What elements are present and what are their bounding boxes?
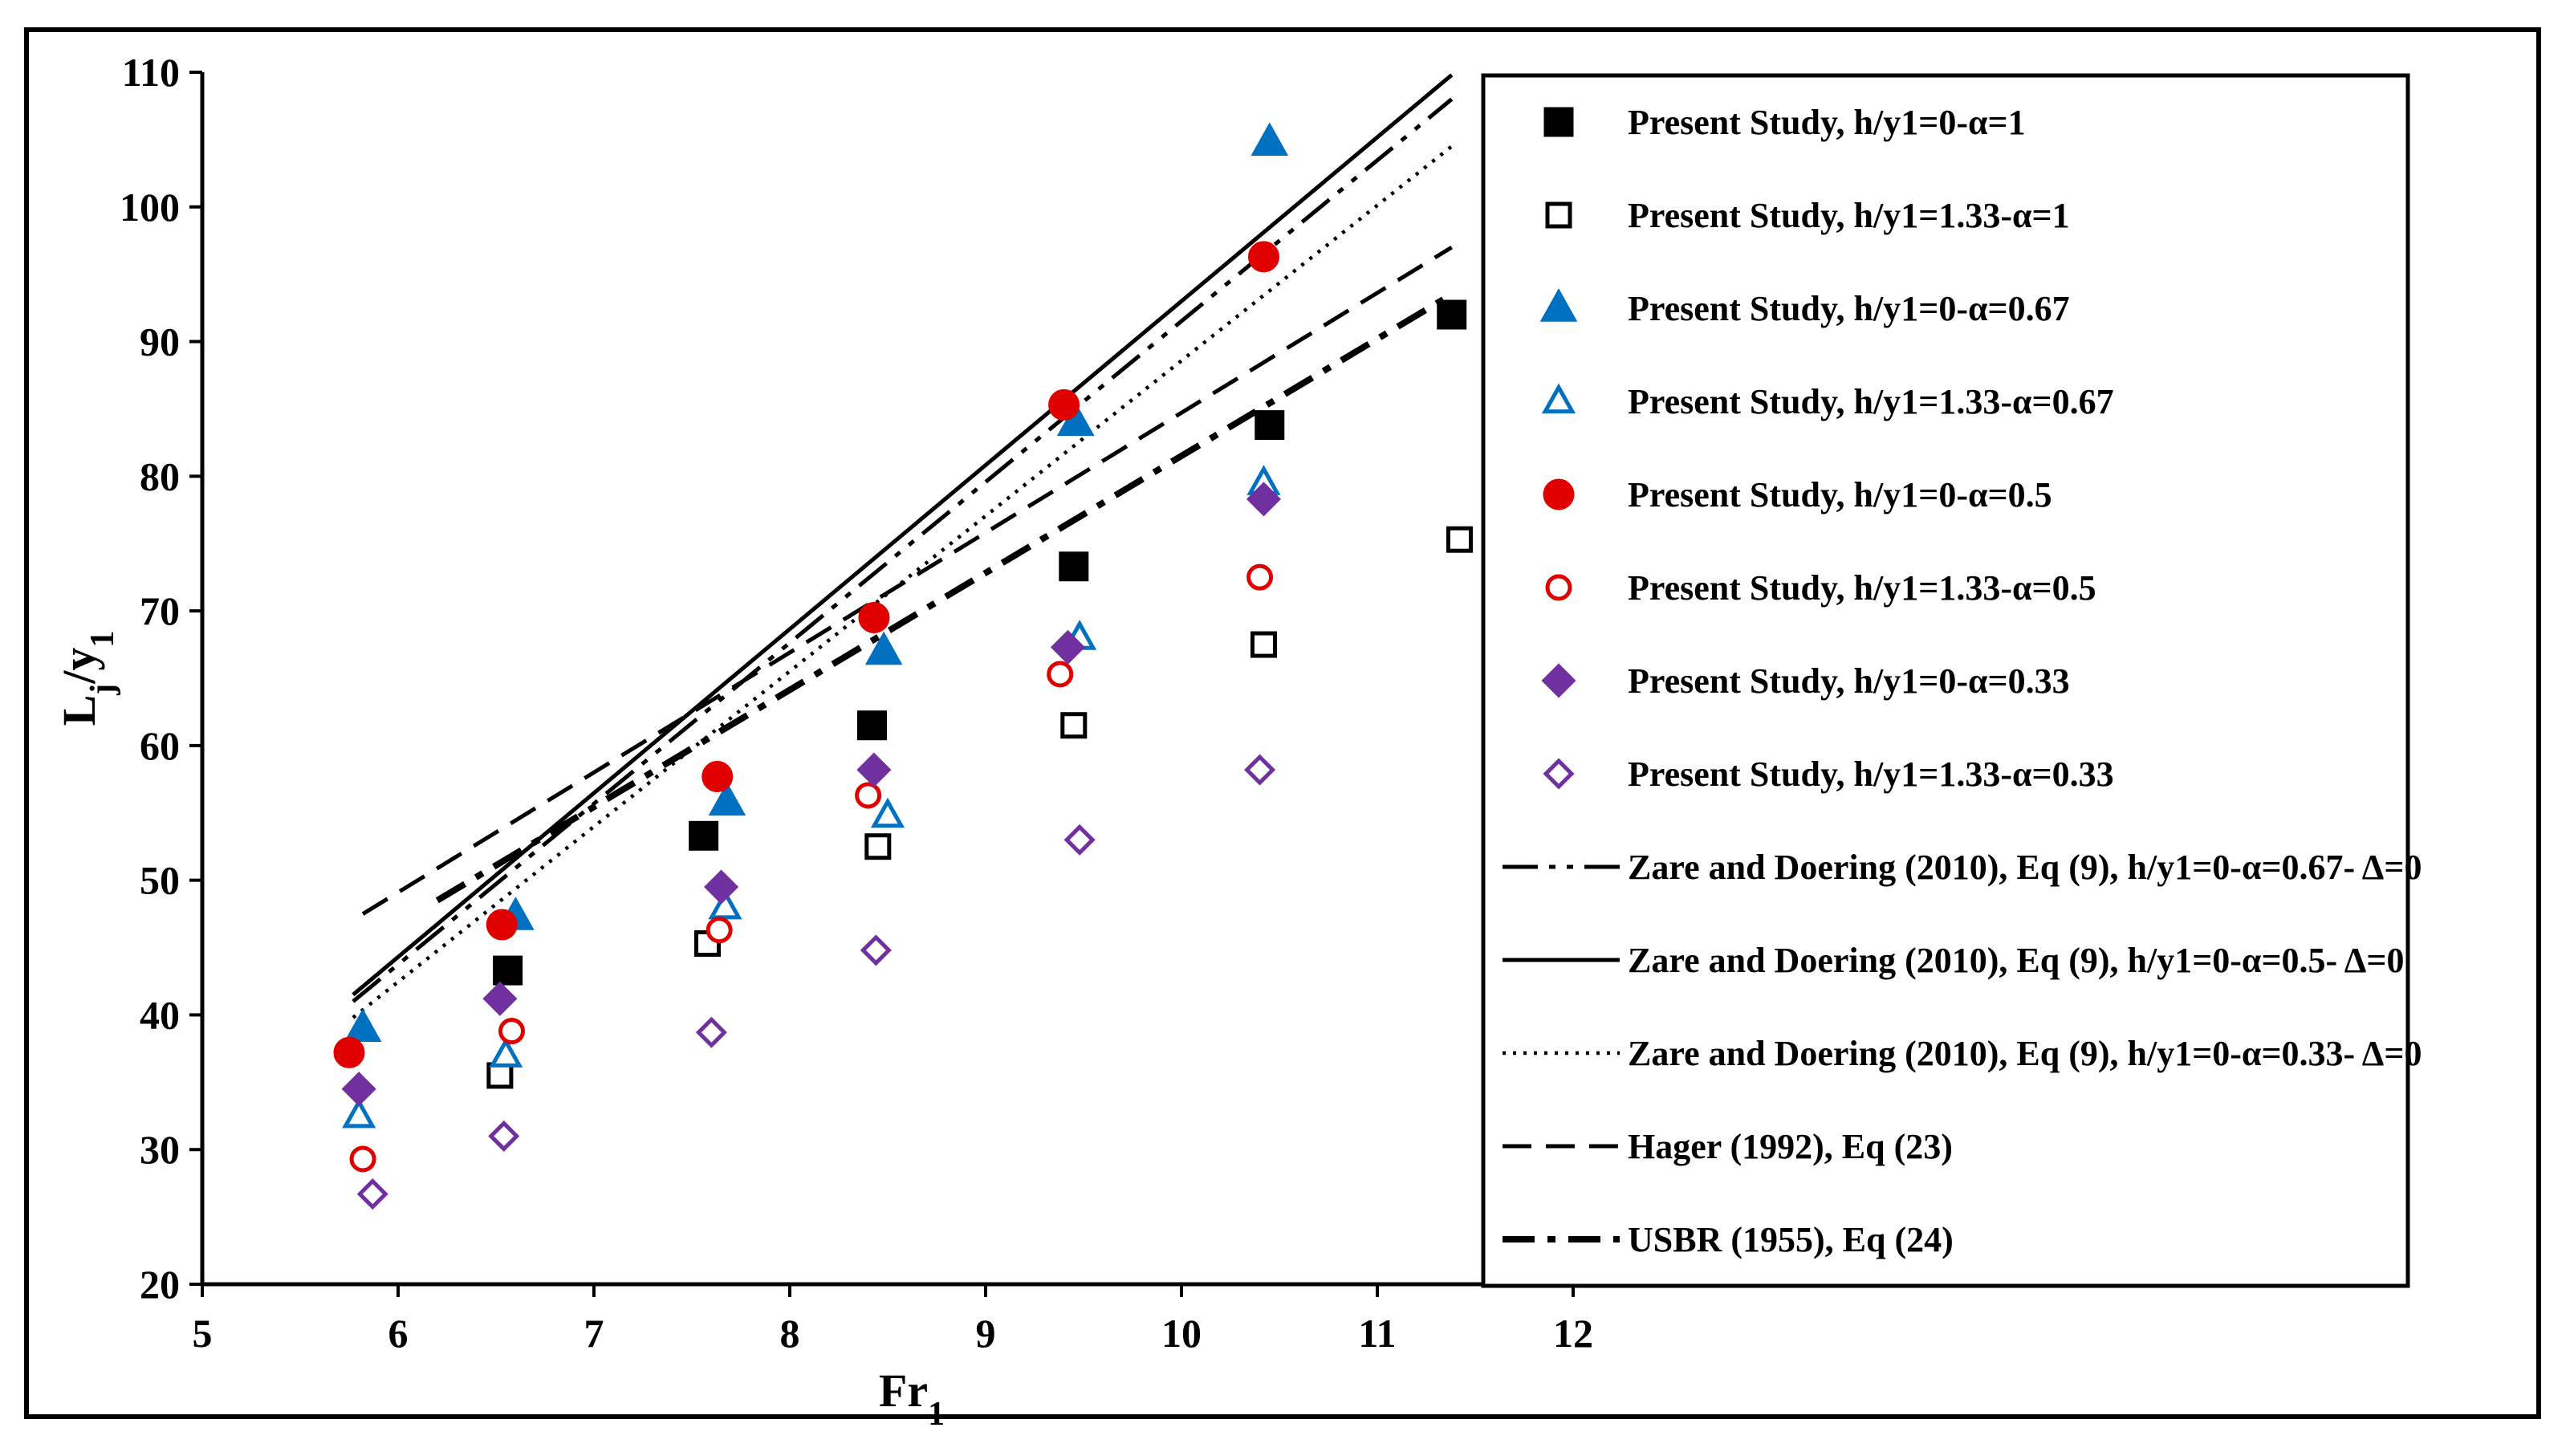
data-point-s8-5 (1063, 824, 1096, 856)
x-tick-label: 6 (388, 1311, 409, 1356)
legend-marker-5 (1543, 478, 1575, 510)
legend-marker-7 (1541, 663, 1576, 698)
y-axis-title: Lj/y1 (53, 631, 121, 726)
data-point-s5-5 (1048, 388, 1080, 421)
series-line-5 (435, 291, 1454, 904)
data-point-s1-2 (689, 820, 719, 851)
data-point-s7-1 (341, 1072, 376, 1107)
data-point-s5-4 (858, 602, 890, 633)
series-line-4 (361, 245, 1454, 916)
data-point-s7-5 (1050, 629, 1086, 665)
legend-line-label-5: USBR (1955), Eq (24) (1628, 1220, 1954, 1259)
data-point-s8-6 (1244, 754, 1276, 786)
legend-marker-8 (1543, 758, 1575, 790)
data-point-s6-4 (855, 782, 882, 809)
legend-label-1: Present Study, h/y1=0-α=1 (1628, 103, 2026, 142)
data-point-s2-3 (864, 833, 892, 860)
data-point-s8-1 (356, 1178, 388, 1210)
y-tick-label: 110 (122, 50, 180, 95)
y-tick-label: 100 (120, 185, 180, 230)
legend-marker-3 (1539, 288, 1578, 322)
x-axis-title: Fr1 (879, 1364, 945, 1433)
legend-line-label-1: Zare and Doering (2010), Eq (9), h/y1=0-… (1628, 848, 2422, 887)
data-point-s3-6 (1250, 122, 1289, 157)
x-tick-label: 5 (193, 1311, 213, 1356)
legend: Present Study, h/y1=0-α=1 Present Study, … (1481, 73, 2422, 1288)
data-point-s2-5 (1250, 631, 1277, 658)
data-point-s8-3 (695, 1016, 727, 1048)
data-point-s7-2 (482, 981, 518, 1016)
data-point-s1-5 (1255, 410, 1285, 441)
x-tick-label: 7 (584, 1311, 604, 1356)
data-point-s2-4 (1060, 712, 1088, 739)
legend-line-label-4: Hager (1992), Eq (23) (1628, 1127, 1953, 1166)
data-point-s7-3 (704, 869, 739, 905)
data-point-s6-6 (1246, 563, 1274, 591)
y-tick-label: 30 (140, 1127, 180, 1172)
data-point-s6-3 (706, 917, 733, 944)
legend-label-6: Present Study, h/y1=1.33-α=0.5 (1628, 568, 2096, 608)
legend-marker-4 (1541, 383, 1576, 414)
legend-box (1481, 73, 2410, 1288)
legend-label-4: Present Study, h/y1=1.33-α=0.67 (1628, 382, 2114, 421)
data-point-s5-6 (1247, 241, 1279, 273)
data-point-s5-1 (333, 1036, 365, 1068)
x-tick-label: 8 (780, 1311, 800, 1356)
data-point-s8-4 (860, 934, 892, 966)
data-point-s8-2 (488, 1120, 520, 1152)
y-tick-label: 80 (140, 453, 180, 498)
y-tick-label: 20 (140, 1262, 180, 1307)
legend-label-5: Present Study, h/y1=0-α=0.5 (1628, 475, 2052, 514)
data-point-s1-1 (493, 955, 523, 986)
legend-label-7: Present Study, h/y1=0-α=0.33 (1628, 661, 2070, 701)
x-tick-label: 11 (1358, 1311, 1396, 1356)
data-point-s1-4 (1059, 551, 1089, 582)
data-point-s4-2 (489, 1037, 523, 1068)
series-line-2 (352, 73, 1454, 997)
data-point-s4-4 (870, 797, 905, 828)
data-point-s5-3 (701, 760, 734, 792)
data-point-s6-1 (349, 1145, 376, 1173)
data-point-s1-6 (1437, 299, 1467, 330)
x-tick-label: 12 (1553, 1311, 1593, 1356)
legend-marker-2 (1545, 201, 1572, 229)
data-point-s3-3 (708, 782, 746, 816)
data-point-s3-5 (1056, 402, 1095, 437)
data-point-s7-6 (1246, 482, 1282, 517)
legend-marker-6 (1545, 574, 1572, 601)
data-point-s2-1 (486, 1062, 514, 1089)
y-tick-label: 50 (140, 858, 180, 903)
plot-area: 5 6 7 8 9 10 11 12 20 30 40 50 60 70 80 90 100 110 Fr1 Lj/y… (53, 50, 1593, 1433)
data-point-s3-4 (864, 631, 903, 665)
y-tick-label: 40 (140, 992, 180, 1037)
data-point-s7-4 (856, 752, 892, 787)
figure-frame (24, 27, 2541, 1419)
data-point-s6-5 (1047, 661, 1074, 688)
y-tick-label: 70 (140, 588, 180, 633)
x-tick-label: 10 (1161, 1311, 1202, 1356)
legend-line-label-2: Zare and Doering (2010), Eq (9), h/y1=0-… (1628, 941, 2404, 980)
y-tick-label: 60 (140, 723, 180, 768)
legend-label-2: Present Study, h/y1=1.33-α=1 (1628, 196, 2070, 235)
legend-label-3: Present Study, h/y1=0-α=0.67 (1628, 289, 2070, 328)
legend-marker-1 (1543, 107, 1574, 137)
legend-line-label-3: Zare and Doering (2010), Eq (9), h/y1=0-… (1628, 1034, 2422, 1073)
data-point-s2-6 (1446, 526, 1473, 553)
data-point-s1-3 (856, 710, 887, 741)
x-tick-label: 9 (976, 1311, 996, 1356)
series-line-1 (352, 97, 1454, 1003)
y-tick-label: 90 (140, 319, 180, 364)
data-point-s6-2 (498, 1018, 526, 1045)
legend-label-8: Present Study, h/y1=1.33-α=0.33 (1628, 754, 2114, 794)
data-point-s4-3 (708, 889, 742, 920)
data-point-s5-2 (486, 909, 518, 941)
data-point-s4-1 (342, 1097, 376, 1129)
data-point-s3-1 (344, 1008, 382, 1043)
